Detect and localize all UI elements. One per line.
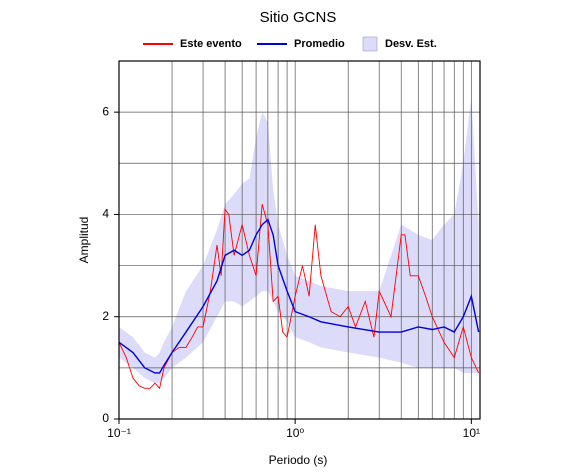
legend-swatch (362, 36, 378, 52)
x-tick-label: 10⁰ (286, 426, 304, 440)
series-line (118, 218, 480, 374)
legend-label: Este evento (180, 38, 242, 50)
x-tick-label: 10⁻¹ (107, 426, 131, 440)
chart-title: Sitio GCNS (260, 9, 337, 26)
std-band (119, 96, 479, 384)
y-tick-label: 4 (102, 207, 109, 221)
plot-frame (118, 60, 481, 420)
legend-label: Desv. Est. (385, 38, 437, 50)
y-tick-label: 0 (102, 411, 109, 425)
y-tick-label: 2 (102, 309, 109, 323)
y-tick-label: 6 (102, 104, 109, 118)
y-axis-label: Amplitud (77, 217, 91, 264)
x-axis-label: Periodo (s) (269, 453, 328, 467)
x-tick-label: 10¹ (463, 426, 480, 440)
legend-label: Promedio (294, 38, 345, 50)
